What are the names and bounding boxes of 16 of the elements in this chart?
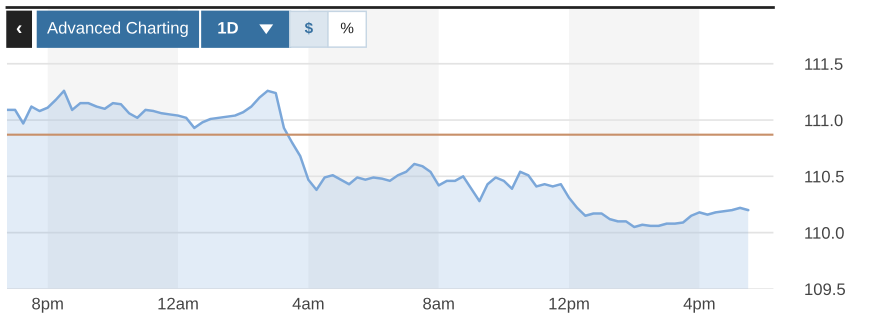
y-tick-label: 110.0	[805, 227, 844, 239]
y-tick-label: 111.0	[805, 114, 843, 126]
annotation: 1D	[218, 22, 238, 34]
y-tick-label: 109.5	[805, 283, 845, 296]
x-tick-label: 12pm	[549, 298, 589, 313]
x-tick-label: 4pm	[684, 298, 714, 313]
annotation: %	[340, 22, 354, 34]
y-tick-label: 110.5	[805, 170, 844, 183]
y-tick-label: 111.5	[805, 58, 843, 70]
annotation: $	[304, 22, 313, 34]
annotation: Advanced Charting	[47, 21, 188, 38]
x-tick-label: 8pm	[32, 298, 63, 313]
annotation: ‹	[16, 25, 22, 33]
x-tick-label: 12am	[158, 298, 198, 310]
x-tick-label: 8am	[423, 298, 454, 310]
x-tick-label: 4am	[292, 298, 324, 310]
